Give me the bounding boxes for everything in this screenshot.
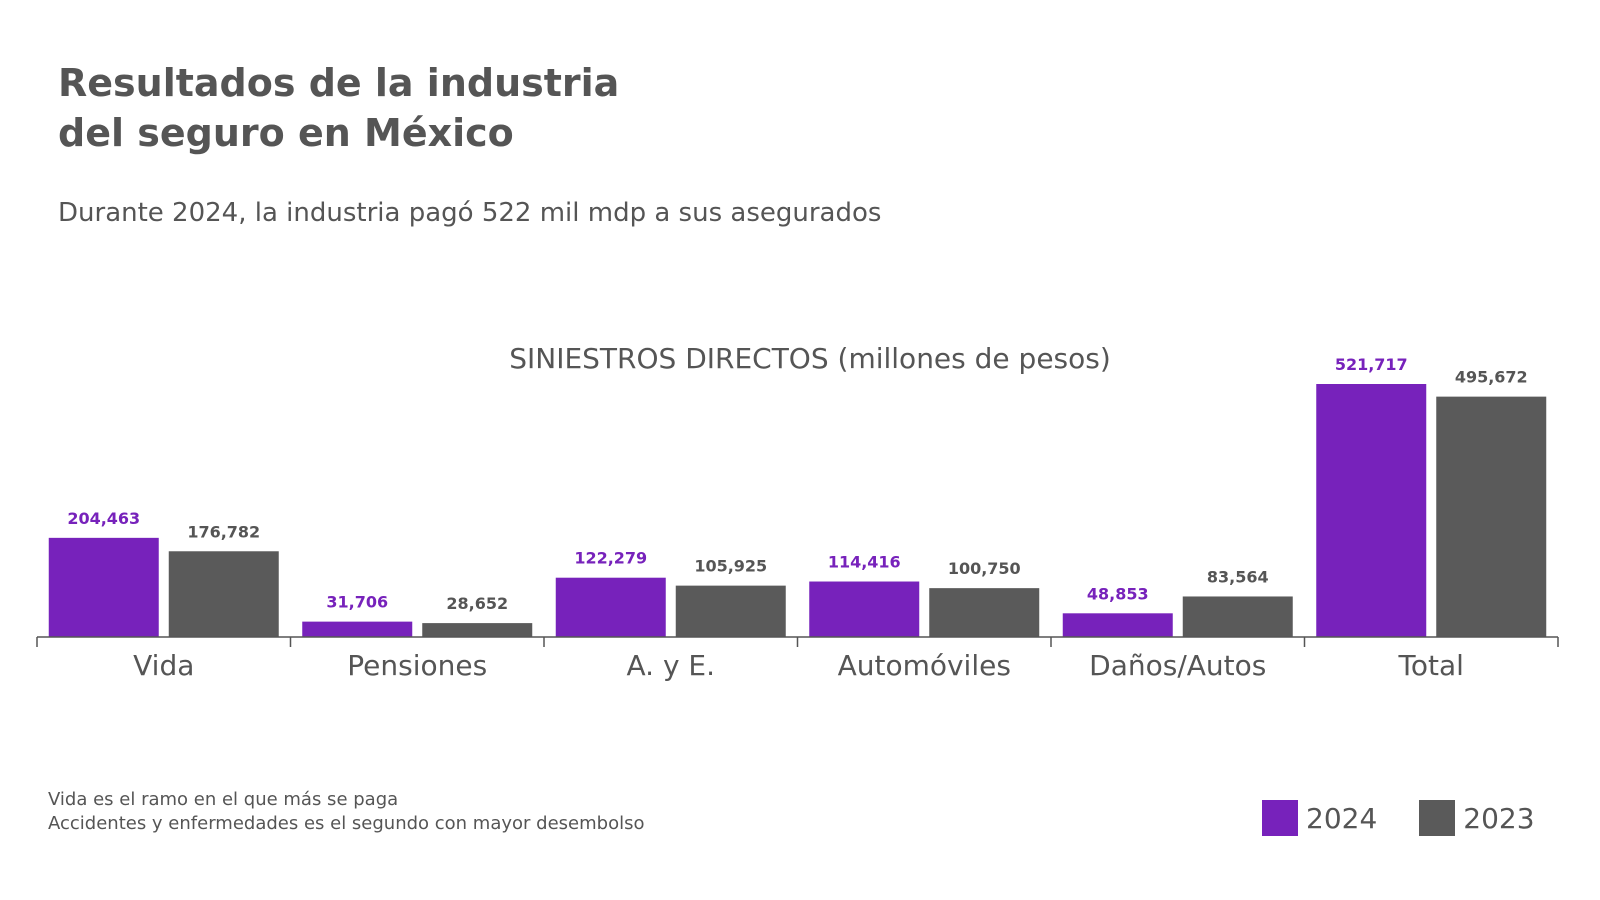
data-label-2024-5: 521,717 <box>1335 355 1408 374</box>
category-label-3: Automóviles <box>838 649 1011 682</box>
bar-2024-2 <box>555 577 666 637</box>
data-label-2023-1: 28,652 <box>446 594 508 613</box>
bar-2024-4 <box>1062 613 1173 637</box>
category-label-0: Vida <box>133 649 194 682</box>
category-label-5: Total <box>1398 649 1464 682</box>
data-label-2023-4: 83,564 <box>1207 567 1269 586</box>
legend-item-2024: 2024 <box>1262 800 1377 836</box>
category-label-2: A. y E. <box>626 649 715 682</box>
legend-label-2024: 2024 <box>1306 801 1378 835</box>
bar-2023-0 <box>168 551 279 637</box>
data-label-2023-0: 176,782 <box>187 522 260 541</box>
bar-2023-5 <box>1436 396 1547 637</box>
bar-2024-0 <box>48 537 159 637</box>
chart-legend: 2024 2023 <box>1262 800 1535 836</box>
legend-item-2023: 2023 <box>1419 800 1535 836</box>
page-title: Resultados de la industria del seguro en… <box>58 58 758 158</box>
footnotes: Vida es el ramo en el que más se paga Ac… <box>48 788 644 836</box>
data-label-2023-5: 495,672 <box>1455 368 1528 387</box>
footnote-2: Accidentes y enfermedades es el segundo … <box>48 813 645 834</box>
data-label-2024-2: 122,279 <box>574 549 647 568</box>
data-label-2024-3: 114,416 <box>828 553 901 572</box>
bar-2023-1 <box>422 623 533 637</box>
bar-2023-3 <box>929 588 1040 637</box>
bar-2023-2 <box>675 585 786 637</box>
data-label-2023-3: 100,750 <box>948 559 1021 578</box>
legend-swatch-2024 <box>1262 800 1298 836</box>
category-label-4: Daños/Autos <box>1089 649 1266 682</box>
data-label-2024-4: 48,853 <box>1087 584 1149 603</box>
page-subtitle: Durante 2024, la industria pagó 522 mil … <box>58 198 882 228</box>
title-line-2: del seguro en México <box>58 111 514 155</box>
data-label-2024-0: 204,463 <box>67 509 140 528</box>
footnote-1: Vida es el ramo en el que más se paga <box>48 789 399 810</box>
data-label-2023-2: 105,925 <box>694 557 767 576</box>
legend-label-2023: 2023 <box>1463 801 1535 835</box>
legend-swatch-2023 <box>1419 800 1456 836</box>
category-label-1: Pensiones <box>347 649 487 682</box>
bar-2023-4 <box>1182 596 1293 637</box>
bar-2024-1 <box>302 621 413 637</box>
chart-title: SINIESTROS DIRECTOS (millones de pesos) <box>509 342 1111 375</box>
title-line-1: Resultados de la industria <box>58 61 620 105</box>
bar-2024-5 <box>1316 384 1427 637</box>
data-label-2024-1: 31,706 <box>326 593 388 612</box>
bar-2024-3 <box>809 581 920 637</box>
